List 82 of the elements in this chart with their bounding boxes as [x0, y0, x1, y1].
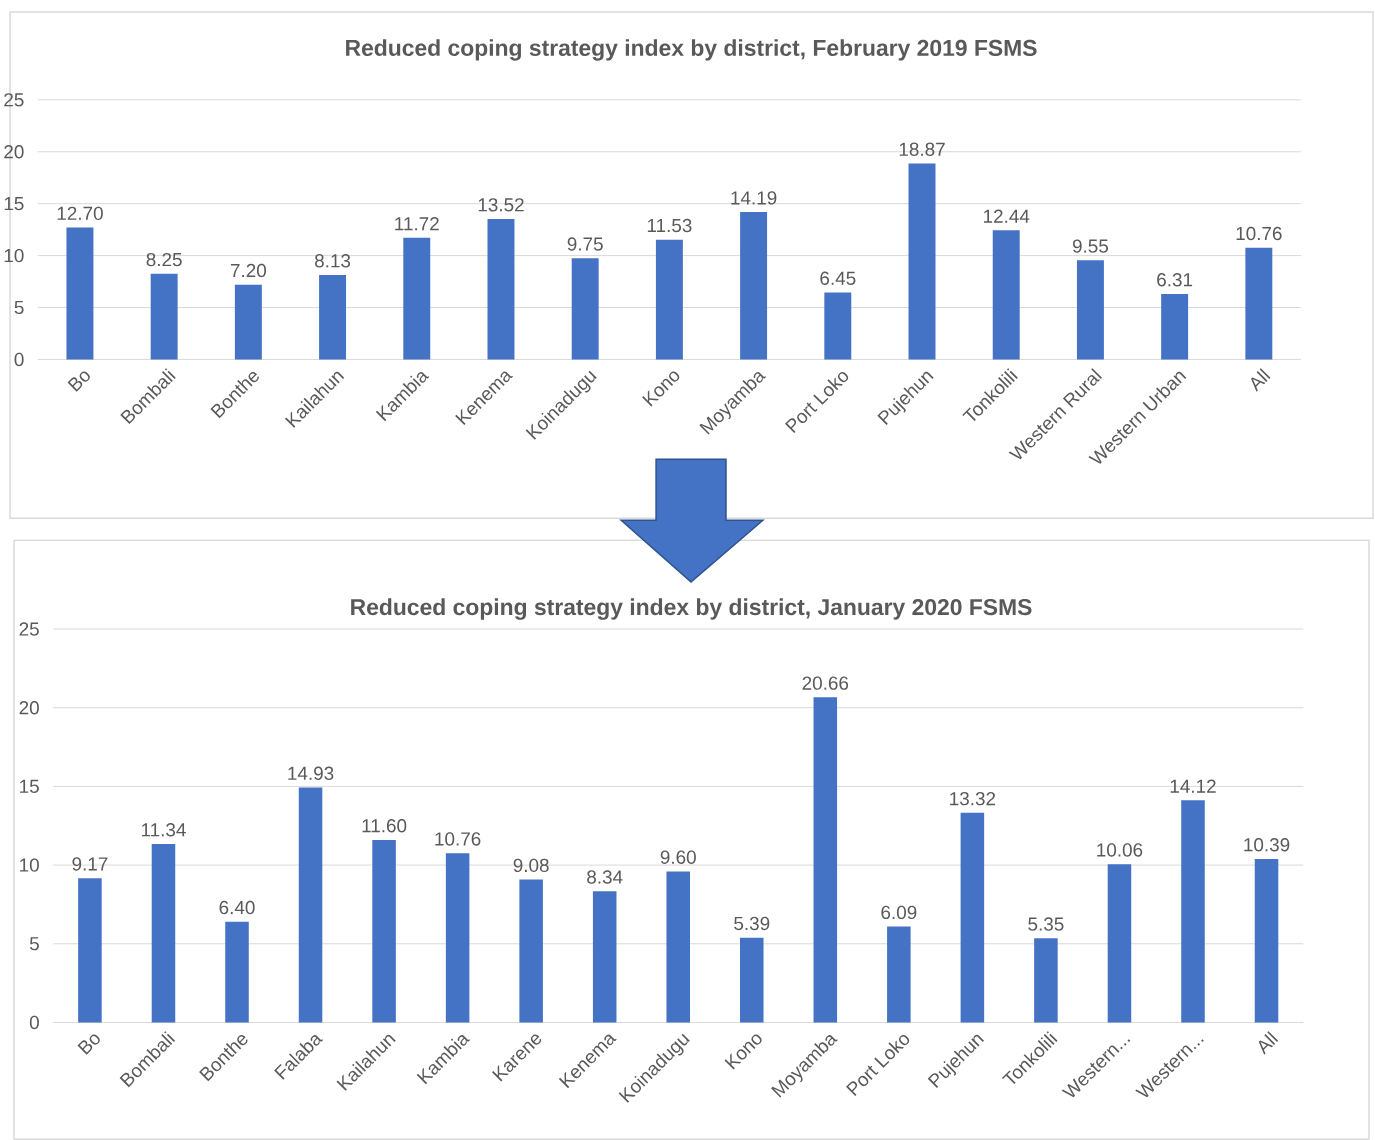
data-label: 14.19	[731, 191, 777, 205]
data-label: 5.35	[1028, 917, 1064, 931]
data-label: 13.32	[950, 791, 996, 806]
y-tick-label: 10	[20, 858, 39, 872]
bar	[571, 258, 599, 360]
data-label: 20.66	[802, 676, 849, 690]
chart-title: Reduced coping strategy index by district, January 2020 FSMS	[351, 598, 1032, 620]
x-tick-label: Bo	[77, 1034, 100, 1055]
bar	[487, 219, 515, 360]
x-tick-label: Bo	[67, 371, 90, 392]
bar	[372, 839, 396, 1023]
bar	[1245, 247, 1273, 360]
bar	[1161, 293, 1189, 360]
data-label: 9.75	[567, 237, 603, 251]
y-tick-label: 20	[19, 701, 39, 715]
data-label: 7.20	[230, 263, 267, 278]
bar	[1181, 800, 1205, 1023]
data-label: 10.06	[1097, 843, 1143, 857]
y-tick-label: 15	[4, 197, 24, 211]
bar	[445, 853, 470, 1023]
data-label: 14.12	[1170, 779, 1216, 793]
data-label: 11.53	[647, 218, 692, 233]
y-tick-label: 5	[29, 937, 39, 951]
data-label: 10.76	[435, 832, 481, 846]
bar	[1254, 858, 1279, 1023]
data-label: 9.60	[660, 850, 696, 864]
bar	[908, 163, 936, 360]
bar	[740, 212, 768, 360]
bar	[78, 878, 102, 1023]
data-label: 14.93	[288, 766, 334, 780]
data-label: 12.70	[57, 206, 103, 221]
y-tick-label: 5	[14, 300, 24, 315]
data-label: 8.25	[146, 252, 182, 267]
data-label: 6.09	[881, 905, 917, 920]
data-label: 6.40	[219, 900, 255, 915]
data-label: 9.08	[513, 858, 549, 873]
data-label: 13.52	[478, 198, 524, 212]
bar	[151, 843, 176, 1023]
bar	[655, 239, 683, 360]
bar	[824, 292, 852, 360]
bar	[1076, 260, 1104, 360]
y-tick-label: 20	[4, 145, 24, 159]
bar	[298, 787, 323, 1023]
x-tick-label: All	[1258, 1031, 1279, 1055]
data-label: 6.31	[1157, 273, 1193, 287]
data-label: 9.17	[72, 857, 108, 871]
bar	[960, 812, 985, 1023]
bar	[666, 871, 690, 1023]
bar	[66, 227, 94, 360]
bar	[319, 275, 347, 360]
bar	[225, 921, 249, 1023]
bar	[813, 697, 838, 1023]
y-tick-label: 10	[4, 248, 24, 263]
data-label: 8.13	[315, 254, 351, 268]
data-label: 11.72	[395, 217, 439, 231]
bar	[1034, 938, 1058, 1023]
x-tick-label: All	[1251, 368, 1271, 392]
bar	[150, 273, 178, 360]
data-label: 9.55	[1072, 239, 1109, 253]
y-tick-label: 0	[29, 1015, 39, 1030]
data-label: 5.39	[734, 916, 770, 931]
y-tick-label: 25	[4, 93, 24, 107]
data-label: 10.76	[1236, 226, 1282, 241]
bar	[519, 879, 543, 1023]
data-label: 18.87	[899, 142, 945, 156]
bar	[234, 284, 262, 360]
bar	[592, 891, 617, 1023]
chart-title: Reduced coping strategy index by district, February 2019 FSMS	[346, 39, 1037, 61]
bar	[403, 237, 431, 360]
bar	[992, 230, 1020, 360]
y-tick-label: 25	[19, 622, 39, 636]
data-label: 6.45	[820, 271, 856, 285]
data-label: 12.44	[984, 209, 1030, 223]
y-tick-label: 0	[14, 352, 24, 367]
bar	[740, 937, 764, 1023]
data-label: 11.60	[362, 819, 407, 833]
data-label: 10.39	[1244, 838, 1290, 852]
bar	[887, 926, 911, 1023]
y-tick-label: 15	[20, 779, 39, 793]
data-label: 11.34	[141, 823, 186, 837]
bar	[1107, 864, 1132, 1023]
data-label: 8.34	[587, 870, 623, 884]
